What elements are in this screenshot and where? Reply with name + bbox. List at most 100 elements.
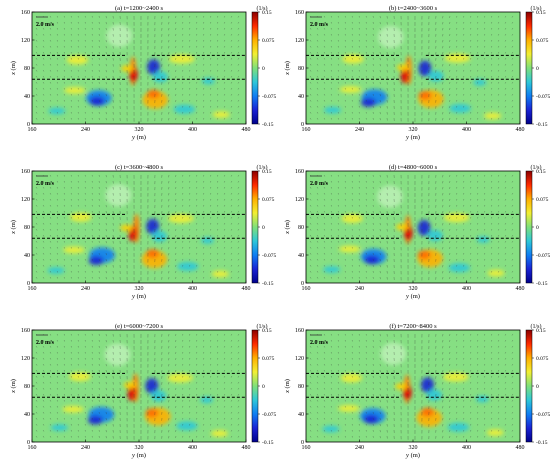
velocity-vectors: [309, 333, 514, 440]
y-tick-label: 160: [28, 445, 37, 451]
y-tick-label: 480: [242, 127, 251, 133]
vorticity-patch: [396, 64, 410, 71]
vorticity-patch: [364, 255, 380, 265]
vorticity-patch: [88, 256, 104, 266]
scale-arrow-label: 2.0 m/s: [36, 340, 55, 346]
x-tick-label: 80: [24, 225, 30, 231]
vorticity-field: [32, 171, 246, 283]
vorticity-patch: [449, 103, 471, 113]
x-tick-label: 120: [295, 38, 304, 44]
colorbar: (1/s)0.15 0.075 0 -0.075 -0.15: [251, 323, 276, 446]
colorbar-unit: (1/s): [531, 164, 542, 171]
field-background: [32, 12, 246, 124]
velocity-vectors: [309, 15, 514, 122]
colorbar-tick-label: 0.075: [536, 197, 549, 203]
x-tick-label: 0: [301, 440, 304, 446]
scale-arrow-label: 2.0 m/s: [36, 22, 55, 28]
panel-title: (f) t=7200~8400 s: [389, 323, 437, 330]
y-tick-label: 240: [355, 286, 364, 292]
colorbar-tick-label: 0.075: [262, 197, 275, 203]
vorticity-patch: [48, 107, 66, 115]
vorticity-patch: [62, 405, 84, 413]
vorticity-patch: [417, 220, 431, 236]
field-background: [306, 171, 520, 283]
panel-title: (c) t=3600~4800 s: [115, 164, 163, 171]
panel-title: (a) t=1200~2400 s: [115, 5, 163, 12]
x-tick-label: 160: [295, 10, 304, 16]
y-tick-label: 160: [302, 445, 311, 451]
y-tick-label: 400: [188, 127, 197, 133]
vorticity-field: [32, 330, 246, 442]
vorticity-patch: [89, 96, 105, 106]
vorticity-patch: [167, 373, 193, 383]
x-tick-label: 40: [24, 253, 30, 259]
vorticity-patch: [377, 25, 404, 49]
y-tick-label: 400: [462, 286, 471, 292]
x-tick-label: 40: [298, 412, 304, 418]
vorticity-patch: [426, 389, 442, 401]
vorticity-patch: [395, 223, 409, 231]
colorbar: (1/s)0.15 0.075 0 -0.075 -0.15: [251, 5, 276, 128]
vorticity-patch: [421, 377, 434, 393]
x-tick-label: 160: [21, 10, 30, 16]
x-tick-label: 160: [295, 169, 304, 175]
scale-arrow-label: 2.0 m/s: [310, 22, 329, 28]
colorbar-tick-label: 0: [262, 66, 265, 72]
vorticity-patch: [323, 266, 341, 273]
colorbar-tick-label: -0.15: [262, 281, 274, 287]
y-tick-label: 160: [302, 127, 311, 133]
vorticity-patch: [210, 430, 229, 437]
y-tick-label: 480: [516, 286, 525, 292]
colorbar-tick-label: 0.15: [536, 169, 546, 175]
field-background: [306, 330, 520, 442]
y-tick-label: 480: [516, 445, 525, 451]
colorbar: (1/s)0.15 0.075 0 -0.075 -0.15: [251, 164, 276, 287]
x-axis-label: x (m): [10, 379, 17, 394]
velocity-vectors: [309, 174, 514, 281]
y-tick-label: 160: [302, 286, 311, 292]
vorticity-patch: [152, 230, 168, 243]
vorticity-patch: [168, 214, 194, 223]
y-tick-label: 320: [409, 445, 418, 451]
vorticity-patch: [70, 212, 92, 222]
vorticity-patch: [417, 250, 431, 260]
field-background: [306, 12, 520, 124]
vorticity-patch: [123, 381, 137, 389]
vorticity-patch: [64, 87, 86, 94]
x-tick-label: 40: [24, 94, 30, 100]
x-tick-label: 40: [24, 412, 30, 418]
colorbar-tick-label: -0.075: [262, 412, 276, 418]
colorbar-tick-label: 0.15: [536, 328, 546, 334]
vorticity-patch: [173, 104, 196, 114]
vorticity-patch: [322, 425, 340, 433]
panel-title: (e) t=6000~7200 s: [115, 323, 163, 330]
x-tick-label: 160: [21, 169, 30, 175]
colorbar-tick-label: -0.15: [262, 122, 274, 128]
y-tick-label: 320: [135, 445, 144, 451]
y-tick-label: 240: [81, 286, 90, 292]
x-tick-label: 120: [21, 197, 30, 203]
colorbar-tick-label: -0.075: [262, 94, 276, 100]
y-axis-label: y (m): [131, 293, 146, 300]
vorticity-patch: [377, 185, 403, 208]
y-tick-label: 400: [188, 286, 197, 292]
vorticity-patch: [487, 269, 505, 277]
vorticity-patch: [147, 59, 160, 75]
vorticity-patch: [151, 390, 167, 402]
x-tick-label: 120: [295, 356, 304, 362]
vorticity-patch: [338, 245, 361, 253]
x-axis-label: x (m): [10, 61, 17, 76]
y-tick-label: 240: [355, 127, 364, 133]
vorticity-patch: [201, 237, 214, 244]
vorticity-patch: [342, 54, 364, 64]
vorticity-patch: [486, 429, 504, 436]
vorticity-patch: [176, 421, 198, 431]
y-axis-label: y (m): [405, 293, 420, 300]
colorbar-tick-label: -0.075: [536, 94, 550, 100]
vorticity-patch: [341, 214, 363, 223]
colorbar-bar: [525, 170, 533, 284]
vorticity-field: [306, 12, 520, 124]
colorbar-unit: (1/s): [257, 164, 268, 171]
y-axis-label: y (m): [405, 452, 420, 459]
colorbar-tick-label: 0: [536, 384, 539, 390]
